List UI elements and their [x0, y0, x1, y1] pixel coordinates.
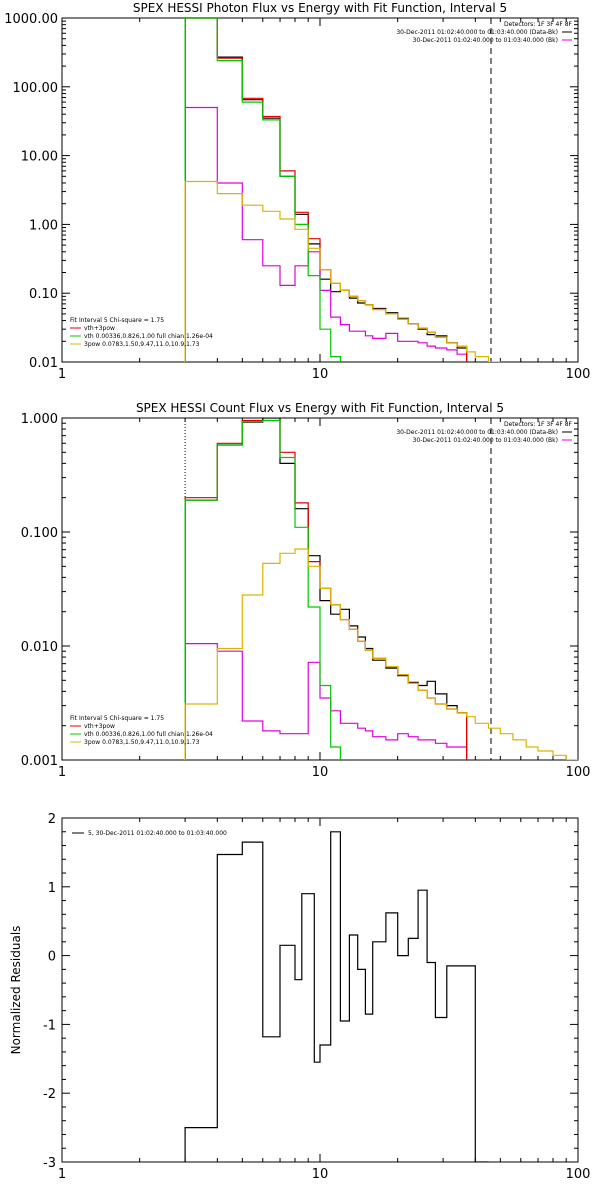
legend-top-entry: 30-Dec-2011 01:02:40.000 to 01:03:40.000… [413, 437, 558, 444]
legend-bottom-entry: Fit Interval 5 Chi-square = 1.75 [70, 715, 164, 722]
chart-panel-1: SPEX HESSI Photon Flux vs Energy with Fi… [4, 1, 591, 382]
series-vth-line [184, 18, 341, 362]
series-3pow-line [184, 548, 578, 760]
chart-panel-3: 1 10 100 -3 -2 -1 0 1 2 Normalized Residuals 5, 30… [9, 812, 590, 1182]
legend-top-entry: 30-Dec-2011 01:02:40.000 to 01:03:40.000… [396, 29, 558, 36]
legend-top-entry: Detectors: 1F 3F 4F 8F [504, 21, 573, 28]
series-bk-line [184, 106, 468, 362]
x-tick-label: 100 [566, 765, 591, 780]
legend-bottom-entry: 3pow 0.0783,1.50,9.47,11.0,10.9,1.73 [84, 739, 200, 746]
y-tick-label: 0.010 [21, 640, 58, 655]
y-tick-label: 0.001 [21, 754, 58, 769]
series-vth-line [184, 419, 341, 760]
legend-entry: 5, 30-Dec-2011 01:02:40.000 to 01:03:40.… [88, 830, 227, 837]
y-tick-label: 2 [48, 812, 56, 827]
legend-bottom-entry: vth+3pow [84, 723, 115, 730]
y-axis-label: Normalized Residuals [9, 926, 23, 1055]
chart-title: SPEX HESSI Photon Flux vs Energy with Fi… [133, 1, 507, 15]
y-tick-label: 0.01 [29, 356, 58, 371]
x-tick-label: 1 [58, 765, 66, 780]
y-tick-label: 1 [48, 881, 56, 896]
legend-bottom-entry: 3pow 0.0783,1.50,9.47,11.0,10.9,1.73 [84, 341, 200, 348]
x-tick-label: 10 [312, 765, 329, 780]
legend-bottom-entry: vth 0.00336,0.826,1.00 full chian 1.26e-… [84, 731, 213, 738]
y-tick-label: 0.10 [29, 287, 58, 302]
series-data-bk-line [184, 418, 468, 760]
series-bk-line [184, 643, 468, 760]
y-tick-label: -3 [43, 1156, 56, 1171]
y-tick-label: -2 [43, 1087, 56, 1102]
x-tick-label: 1 [58, 1167, 66, 1182]
x-tick-label: 10 [312, 1167, 329, 1182]
x-tick-label: 100 [566, 367, 591, 382]
y-tick-label: -1 [43, 1018, 56, 1033]
y-tick-label: 0 [48, 950, 56, 965]
legend-top-entry: 30-Dec-2011 01:02:40.000 to 01:03:40.000… [396, 429, 558, 436]
x-tick-label: 10 [312, 367, 329, 382]
legend-bottom-entry: vth+3pow [84, 325, 115, 332]
y-tick-label: 1.00 [29, 218, 58, 233]
series-vth-3pow-line [184, 18, 468, 362]
y-tick-label: 0.100 [21, 526, 58, 541]
y-tick-label: 1.000 [21, 412, 58, 427]
legend-top-entry: 30-Dec-2011 01:02:40.000 to 01:03:40.000… [413, 37, 558, 44]
series-data-bk-line [184, 18, 468, 362]
chart-panel-2: SPEX HESSI Count Flux vs Energy with Fit… [21, 401, 591, 780]
x-tick-label: 100 [566, 1167, 591, 1182]
y-tick-label: 100.00 [13, 81, 59, 96]
x-tick-label: 1 [58, 367, 66, 382]
series-5-30-dec-2011-01-02-40-000-to-01-03-40-000-line [184, 831, 489, 1162]
chart-title: SPEX HESSI Count Flux vs Energy with Fit… [136, 401, 504, 415]
y-tick-label: 1000.00 [4, 12, 58, 27]
legend-top-entry: Detectors: 1F 3F 4F 8F [504, 421, 573, 428]
plot-frame [61, 817, 579, 1163]
series-vth-3pow-line [184, 419, 468, 760]
y-tick-label: 10.00 [21, 150, 58, 165]
legend-bottom-entry: vth 0.00336,0.826,1.00 full chian 1.26e-… [84, 333, 213, 340]
legend-bottom-entry: Fit Interval 5 Chi-square = 1.75 [70, 317, 164, 324]
series-3pow-line [184, 180, 501, 362]
